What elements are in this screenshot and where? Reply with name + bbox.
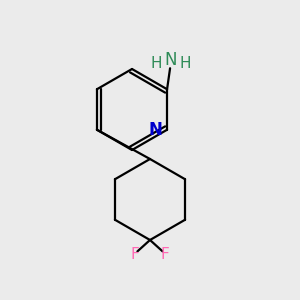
Text: N: N [165, 51, 177, 69]
Text: F: F [160, 247, 169, 262]
Text: H: H [151, 56, 162, 71]
Text: H: H [180, 56, 191, 71]
Text: N: N [149, 121, 163, 139]
Text: F: F [130, 247, 140, 262]
